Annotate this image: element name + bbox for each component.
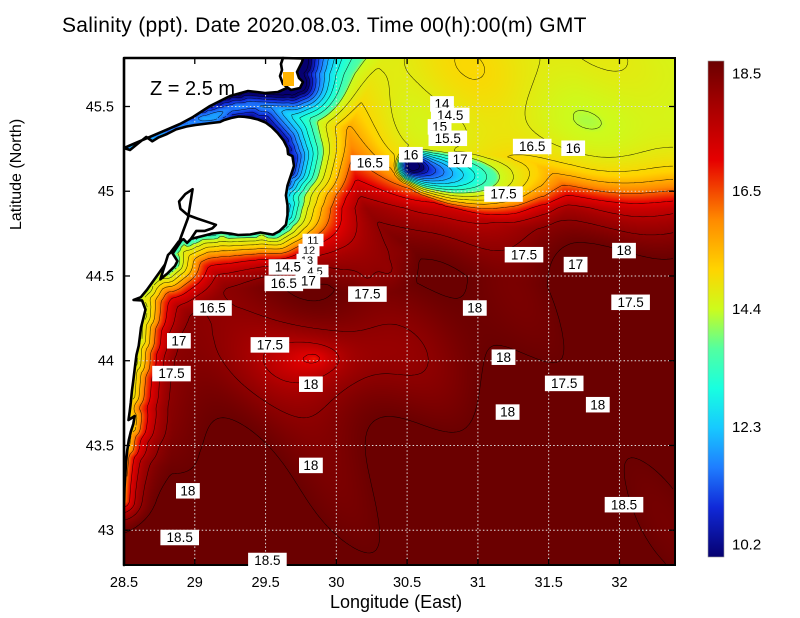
svg-text:10.2: 10.2 bbox=[732, 537, 761, 554]
svg-text:18: 18 bbox=[616, 243, 631, 258]
svg-text:31: 31 bbox=[470, 575, 486, 591]
svg-text:45: 45 bbox=[98, 184, 114, 200]
svg-text:16: 16 bbox=[403, 147, 418, 162]
svg-text:12.3: 12.3 bbox=[732, 419, 761, 436]
svg-text:17.5: 17.5 bbox=[158, 366, 184, 381]
svg-text:18: 18 bbox=[496, 350, 511, 365]
svg-text:29.5: 29.5 bbox=[251, 575, 279, 591]
svg-text:18: 18 bbox=[590, 397, 605, 412]
svg-text:17.5: 17.5 bbox=[257, 338, 283, 353]
svg-text:17.5: 17.5 bbox=[490, 187, 516, 202]
svg-text:28.5: 28.5 bbox=[110, 575, 138, 591]
svg-text:15.5: 15.5 bbox=[435, 131, 461, 146]
svg-text:16.5: 16.5 bbox=[199, 301, 225, 316]
svg-text:44: 44 bbox=[98, 354, 114, 370]
svg-text:16.5: 16.5 bbox=[732, 183, 761, 200]
svg-text:17: 17 bbox=[171, 333, 186, 348]
svg-text:14.5: 14.5 bbox=[275, 260, 301, 275]
svg-text:17: 17 bbox=[301, 274, 316, 289]
svg-text:18.5: 18.5 bbox=[611, 497, 637, 512]
svg-text:18: 18 bbox=[467, 301, 482, 316]
svg-text:18.5: 18.5 bbox=[254, 553, 280, 568]
svg-text:16.5: 16.5 bbox=[519, 139, 545, 154]
svg-text:17.5: 17.5 bbox=[551, 376, 577, 391]
svg-text:31.5: 31.5 bbox=[535, 575, 563, 591]
svg-text:17.5: 17.5 bbox=[354, 287, 380, 302]
svg-text:18.5: 18.5 bbox=[167, 530, 193, 545]
svg-text:18: 18 bbox=[500, 405, 515, 420]
svg-text:18.5: 18.5 bbox=[732, 65, 761, 82]
svg-text:14.4: 14.4 bbox=[732, 301, 761, 318]
svg-text:18: 18 bbox=[303, 458, 318, 473]
svg-text:30.5: 30.5 bbox=[393, 575, 421, 591]
svg-text:17: 17 bbox=[453, 152, 468, 167]
svg-text:16.5: 16.5 bbox=[271, 276, 297, 291]
svg-text:29: 29 bbox=[187, 575, 203, 591]
svg-text:16.5: 16.5 bbox=[357, 156, 383, 171]
svg-text:43: 43 bbox=[98, 523, 114, 539]
svg-text:18: 18 bbox=[180, 483, 195, 498]
svg-text:43.5: 43.5 bbox=[86, 438, 114, 454]
svg-text:18: 18 bbox=[303, 377, 318, 392]
svg-text:17.5: 17.5 bbox=[617, 295, 643, 310]
svg-text:17.5: 17.5 bbox=[511, 247, 537, 262]
svg-text:16: 16 bbox=[566, 141, 581, 156]
svg-text:44.5: 44.5 bbox=[86, 269, 114, 285]
svg-text:32: 32 bbox=[611, 575, 627, 591]
svg-text:45.5: 45.5 bbox=[86, 100, 114, 116]
svg-text:17: 17 bbox=[568, 257, 583, 272]
svg-text:30: 30 bbox=[328, 575, 344, 591]
